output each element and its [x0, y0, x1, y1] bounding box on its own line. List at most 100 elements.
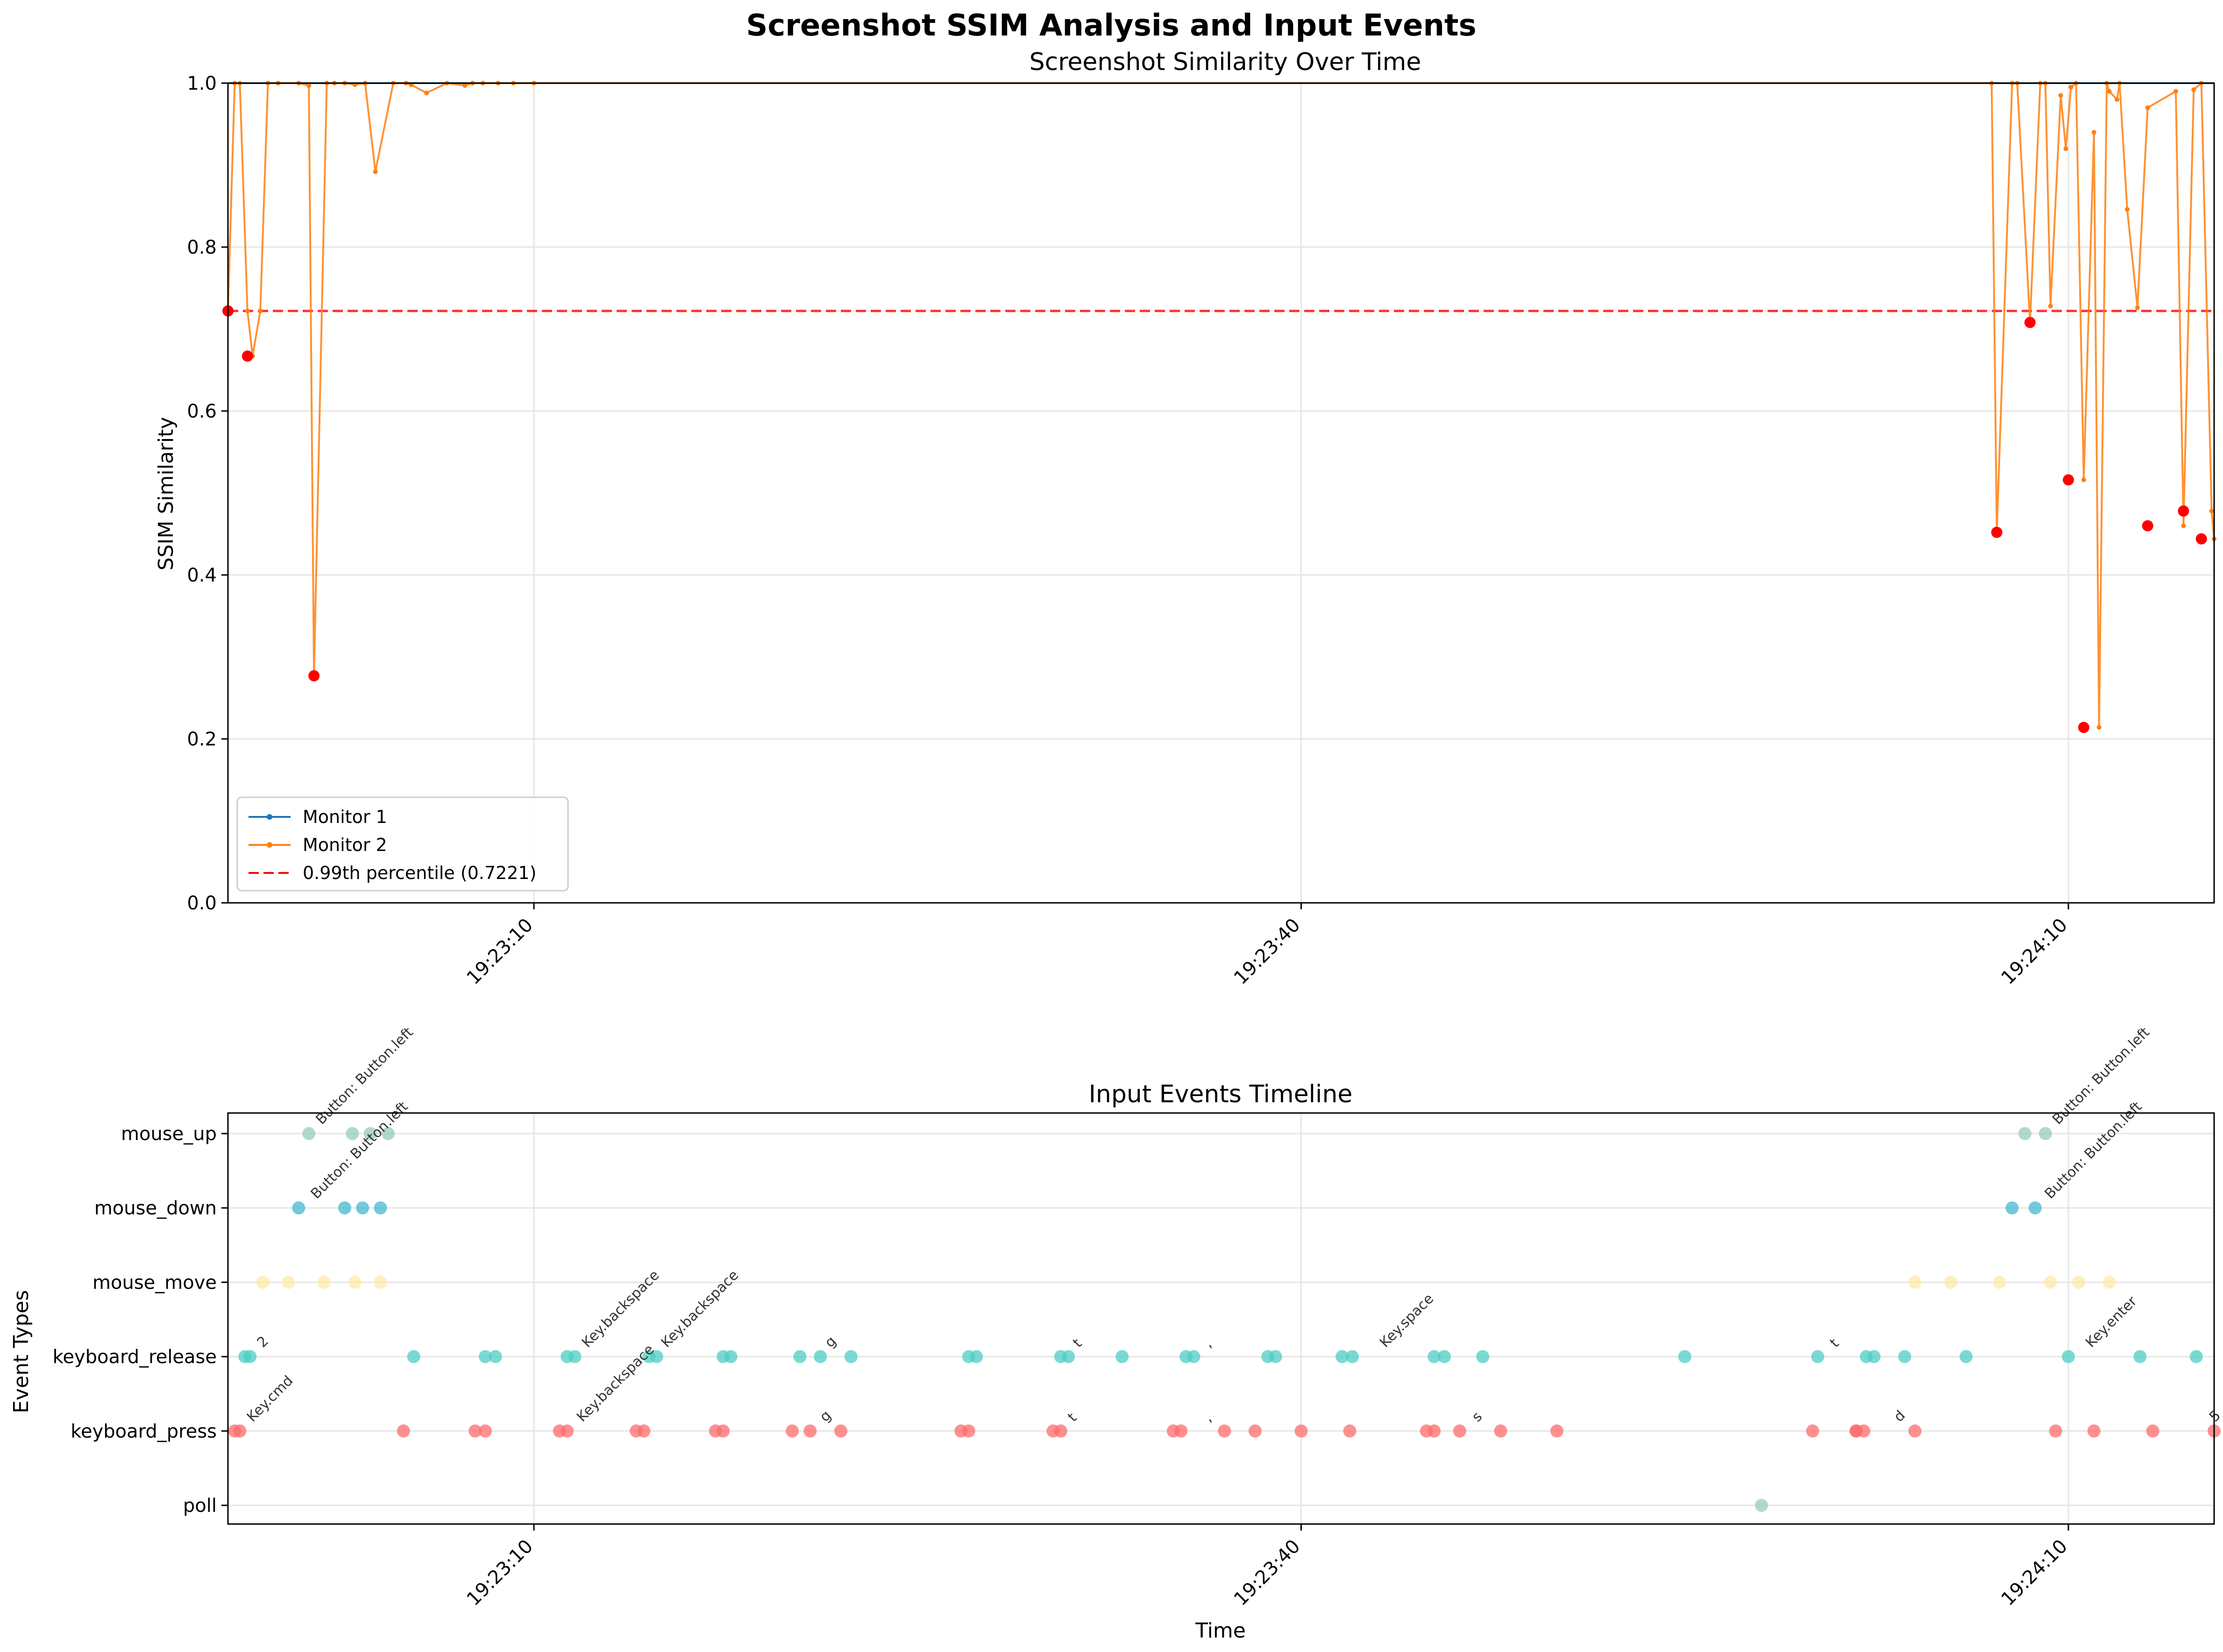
outlier-point — [2178, 505, 2189, 517]
event-point-keyboard_release — [2133, 1350, 2147, 1363]
event-point-keyboard_press — [1550, 1424, 1563, 1438]
monitor2-point — [2135, 305, 2140, 310]
event-point-keyboard_release — [650, 1350, 663, 1363]
event-point-keyboard_release — [1898, 1350, 1911, 1363]
event-point-keyboard_press — [561, 1424, 574, 1438]
ssim-y-tick-label: 0.8 — [187, 237, 217, 258]
event-point-keyboard_press — [478, 1424, 492, 1438]
event-point-keyboard_release — [568, 1350, 582, 1363]
legend-marker — [267, 814, 272, 820]
outlier-point — [2063, 474, 2074, 486]
event-point-mouse_move — [318, 1276, 331, 1289]
event-point-mouse_up — [302, 1127, 316, 1140]
monitor2-point — [245, 308, 250, 313]
event-point-keyboard_press — [233, 1424, 247, 1438]
event-point-mouse_up — [346, 1127, 359, 1140]
event-point-keyboard_release — [1187, 1350, 1200, 1363]
event-point-keyboard_release — [489, 1350, 502, 1363]
event-point-keyboard_press — [1857, 1424, 1870, 1438]
event-point-mouse_up — [363, 1127, 377, 1140]
ssim-y-tick-label: 1.0 — [187, 73, 217, 94]
event-point-mouse_move — [348, 1276, 362, 1289]
event-point-mouse_down — [2028, 1201, 2042, 1215]
event-point-mouse_move — [2072, 1276, 2085, 1289]
events-y-tick-label: keyboard_release — [53, 1347, 217, 1368]
monitor2-point — [2096, 725, 2102, 730]
event-point-keyboard_press — [2049, 1424, 2062, 1438]
monitor2-point — [2124, 207, 2130, 212]
legend-label: Monitor 1 — [303, 807, 387, 827]
event-point-keyboard_press — [1494, 1424, 1507, 1438]
event-point-keyboard_release — [2062, 1350, 2075, 1363]
outlier-point — [2142, 520, 2153, 532]
legend-label: 0.99th percentile (0.7221) — [303, 863, 536, 883]
events-y-tick-label: poll — [183, 1495, 217, 1517]
outlier-point — [2195, 533, 2207, 545]
event-point-keyboard_release — [1062, 1350, 1075, 1363]
event-point-keyboard_press — [1218, 1424, 1231, 1438]
event-point-keyboard_press — [1806, 1424, 1819, 1438]
events-y-tick-label: keyboard_press — [71, 1421, 217, 1442]
event-point-keyboard_release — [1438, 1350, 1451, 1363]
event-point-keyboard_release — [1115, 1350, 1129, 1363]
event-point-keyboard_press — [717, 1424, 730, 1438]
event-point-keyboard_release — [478, 1350, 492, 1363]
events-plot-frame — [227, 1112, 2215, 1525]
event-point-keyboard_release — [1428, 1350, 1441, 1363]
event-point-keyboard_release — [844, 1350, 858, 1363]
monitor2-point — [2107, 89, 2112, 94]
event-point-keyboard_press — [785, 1424, 799, 1438]
events-y-tick-label: mouse_up — [121, 1123, 217, 1145]
event-point-keyboard_release — [793, 1350, 807, 1363]
event-point-keyboard_release — [243, 1350, 257, 1363]
event-point-keyboard_release — [814, 1350, 827, 1363]
event-point-keyboard_press — [1294, 1424, 1308, 1438]
events-y-tick-label: mouse_move — [92, 1272, 217, 1293]
event-point-mouse_move — [1944, 1276, 1958, 1289]
events-y-tick-label: mouse_down — [94, 1198, 217, 1219]
event-point-keyboard_press — [1428, 1424, 1441, 1438]
events-y-axis-label: Event Types — [9, 1290, 33, 1413]
event-point-mouse_up — [381, 1127, 395, 1140]
event-point-keyboard_release — [1678, 1350, 1691, 1363]
monitor2-point — [2081, 477, 2086, 482]
event-point-mouse_down — [292, 1201, 305, 1215]
event-point-mouse_move — [2102, 1276, 2116, 1289]
outlier-point — [1991, 526, 2003, 538]
monitor2-point — [462, 83, 468, 88]
event-point-keyboard_press — [2146, 1424, 2159, 1438]
monitor2-point — [2191, 87, 2196, 92]
event-point-mouse_down — [356, 1201, 369, 1215]
event-point-mouse_move — [256, 1276, 270, 1289]
outlier-point — [2078, 722, 2089, 733]
monitor2-point — [2063, 146, 2068, 151]
ssim-y-tick-label: 0.6 — [187, 401, 217, 422]
ssim-y-tick-label: 0.2 — [187, 729, 217, 750]
event-point-keyboard_release — [1269, 1350, 1282, 1363]
ssim-y-tick-label: 0.0 — [187, 893, 217, 914]
monitor2-point — [424, 91, 429, 96]
event-point-keyboard_press — [1054, 1424, 1067, 1438]
legend-label: Monitor 2 — [303, 835, 387, 855]
outlier-point — [2024, 317, 2036, 328]
monitor2-point — [2173, 89, 2178, 94]
outlier-point — [241, 350, 253, 362]
event-point-keyboard_release — [970, 1350, 983, 1363]
monitor2-point — [2091, 130, 2096, 135]
event-point-keyboard_release — [1476, 1350, 1490, 1363]
event-point-poll — [1755, 1499, 1768, 1512]
event-point-keyboard_press — [1343, 1424, 1357, 1438]
outlier-point — [308, 670, 320, 681]
event-point-mouse_move — [1993, 1276, 2006, 1289]
events-chart-title: Input Events Timeline — [1089, 1080, 1353, 1108]
event-point-keyboard_press — [637, 1424, 651, 1438]
ssim-chart-title: Screenshot Similarity Over Time — [1030, 48, 1421, 76]
event-point-keyboard_release — [1335, 1350, 1349, 1363]
figure-title: Screenshot SSIM Analysis and Input Event… — [746, 8, 1476, 43]
event-point-mouse_down — [374, 1201, 387, 1215]
monitor2-point — [2115, 97, 2120, 102]
monitor2-point — [373, 169, 378, 174]
event-point-keyboard_press — [1248, 1424, 1262, 1438]
event-point-keyboard_release — [724, 1350, 738, 1363]
